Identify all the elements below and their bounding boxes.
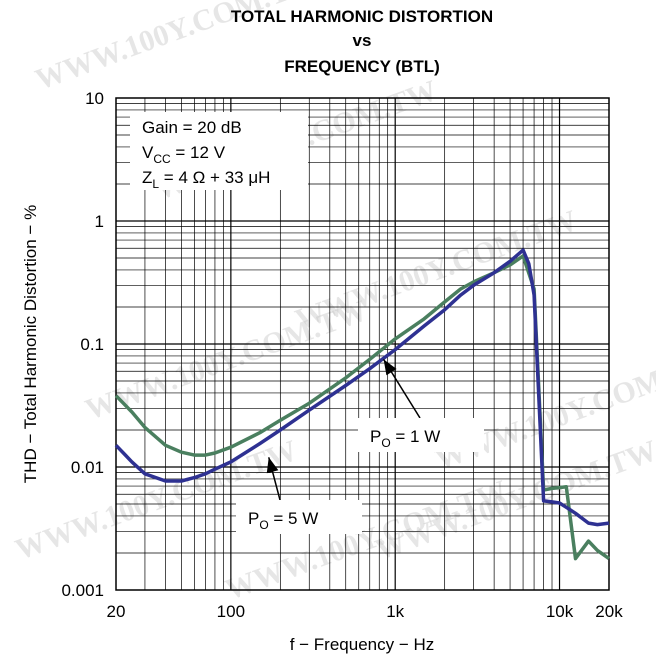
y-axis-label: THD − Total Harmonic Distortion − % [21,205,40,483]
grid [116,98,609,590]
y-tick-label: 0.1 [80,335,104,354]
watermark-text: WWW.100Y.COM.TW [221,474,511,607]
x-axis-label: f − Frequency − Hz [290,635,435,654]
curves [114,248,611,561]
label-po-1w: PO = 1 W [370,427,440,450]
annotation-box [358,418,484,452]
x-tick-labels: 20 100 1k 10k 20k [107,602,624,621]
watermark-text: WWW.100Y.COM.TW [371,434,656,567]
annotation-box [236,500,362,534]
y-tick-label: 0.001 [61,581,104,600]
chart-title-line-1: TOTAL HARMONIC DISTORTION [231,7,493,26]
series-line-po-5w [114,248,610,527]
condition-gain: Gain = 20 dB [142,118,242,137]
y-tick-label: 0.01 [71,458,104,477]
y-tick-label: 1 [95,212,104,231]
x-tick-label: 20 [107,602,126,621]
condition-vcc: VCC = 12 V [142,143,226,166]
series-line-po-1w [114,254,611,561]
conditions-box: Gain = 20 dB VCC = 12 VZL = 4 Ω + 33 μH [130,112,308,191]
annotations: PO = 1 W PO = 5 W [236,358,484,534]
annotation-arrowhead [383,359,397,376]
x-tick-label: 20k [595,602,623,621]
conditions-background [130,112,308,190]
chart-title-line-2: vs [353,31,372,50]
condition-zl: ZL = 4 Ω + 33 μH [142,168,270,191]
x-tick-label: 100 [217,602,245,621]
label-po-5w: PO = 5 W [248,509,318,532]
x-tick-label: 1k [386,602,404,621]
y-tick-label: 10 [85,89,104,108]
annotation-arrowhead [266,457,279,474]
x-tick-label: 10k [546,602,574,621]
chart-title-line-3: FREQUENCY (BTL) [284,57,440,76]
y-tick-labels: 10 1 0.1 0.01 0.001 [61,89,104,600]
plot-frame [115,97,610,591]
